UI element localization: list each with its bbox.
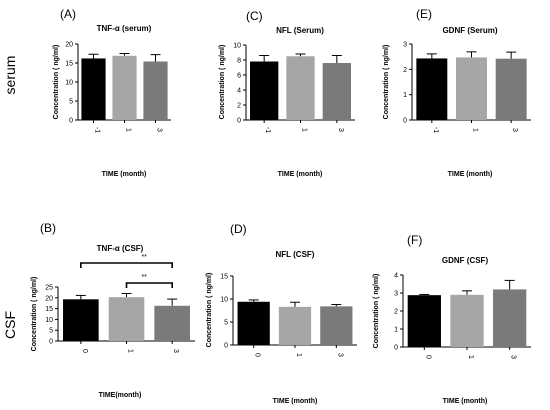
- panel-label-f: (F): [407, 233, 422, 247]
- y-tick-label-f: 1: [394, 327, 398, 334]
- bar-a: [112, 55, 137, 120]
- panel-label-e: (E): [416, 7, 432, 21]
- y-tick-label-f: 4: [394, 273, 398, 280]
- bar-c: [249, 61, 279, 120]
- y-axis-label-c: Concentration ( ng/ml): [219, 45, 226, 120]
- bar-c: [322, 63, 352, 120]
- x-tick-label-b: 0: [81, 349, 88, 353]
- bar-e: [416, 58, 448, 120]
- y-tick-label-a: 20: [65, 42, 73, 49]
- x-axis-label-c: TIME (month): [278, 171, 323, 178]
- bar-b: [154, 305, 190, 341]
- chart-title-c: NFL (Serum): [276, 26, 324, 35]
- y-tick-label-d: 0: [224, 343, 228, 350]
- y-axis-label-a: Concentration ( ng/ml): [53, 45, 60, 120]
- x-tick-label-b: 3: [172, 349, 179, 353]
- y-tick-label-f: 0: [394, 345, 398, 352]
- y-tick-label-d: 5: [224, 320, 228, 327]
- bar-f: [450, 294, 484, 347]
- x-axis-label-d: TIME (month): [273, 398, 318, 405]
- panel-label-d: (D): [230, 222, 247, 236]
- chart-title-d: NFL (CSF): [276, 250, 315, 259]
- x-tick-label-e: 1: [472, 128, 479, 132]
- y-tick-label-d: 10: [220, 297, 228, 304]
- x-tick-label-d: 0: [254, 353, 261, 357]
- panel-label-c: (C): [246, 9, 263, 23]
- x-tick-label-b: 1: [127, 349, 134, 353]
- x-tick-label-f: 0: [424, 355, 431, 359]
- bar-e: [456, 57, 487, 120]
- y-tick-label-b: 20: [45, 295, 53, 302]
- x-tick-label-d: 3: [336, 353, 343, 357]
- y-tick-label-c: 10: [233, 43, 241, 50]
- bar-f: [407, 295, 441, 347]
- x-axis-label-a: TIME (month): [102, 171, 147, 178]
- x-tick-label-a: 1: [125, 128, 132, 132]
- y-axis-label-d: Concentration ( ng/ml): [206, 273, 213, 348]
- y-tick-label-e: 3: [403, 42, 407, 49]
- bar-d: [278, 306, 312, 345]
- bar-b: [108, 297, 145, 341]
- bar-a: [143, 61, 168, 120]
- panel-label-b: (B): [40, 221, 56, 235]
- y-tick-label-b: 5: [49, 328, 53, 335]
- y-tick-label-c: 4: [237, 88, 241, 95]
- x-tick-label-a: 3: [156, 128, 163, 132]
- y-tick-label-c: 2: [237, 103, 241, 110]
- y-tick-label-a: 10: [65, 80, 73, 87]
- x-axis-label-e: TIME (month): [448, 171, 493, 178]
- row-label-csf: CSF: [2, 311, 18, 339]
- chart-title-a: TNF-α (serum): [97, 24, 152, 33]
- y-axis-label-b: Concentration ( ng/ml): [31, 277, 38, 352]
- significance-label-b: **: [141, 254, 147, 261]
- bar-f: [493, 289, 527, 347]
- y-tick-label-a: 0: [69, 118, 73, 125]
- x-tick-label-c: 3: [337, 128, 344, 132]
- y-tick-label-c: 6: [237, 73, 241, 80]
- x-tick-label-a: -1: [94, 127, 101, 133]
- x-tick-label-f: 3: [510, 355, 517, 359]
- bar-b: [63, 299, 99, 341]
- x-axis-label-b: TIME(month): [99, 392, 142, 399]
- significance-bracket-b: [80, 262, 173, 268]
- y-tick-label-a: 5: [69, 99, 73, 106]
- y-tick-label-e: 0: [403, 118, 407, 125]
- y-tick-label-b: 25: [45, 285, 53, 292]
- y-tick-label-d: 15: [220, 274, 228, 281]
- significance-bracket-b: [125, 282, 173, 288]
- chart-title-b: TNF-α (CSF): [97, 244, 144, 253]
- y-tick-label-c: 8: [237, 58, 241, 65]
- y-tick-label-b: 0: [49, 339, 53, 346]
- x-tick-label-e: -1: [432, 127, 439, 133]
- y-tick-label-b: 15: [45, 306, 53, 313]
- y-tick-label-c: 0: [237, 118, 241, 125]
- bar-c: [286, 56, 315, 120]
- panel-label-a: (A): [60, 7, 76, 21]
- bar-d: [237, 301, 270, 345]
- x-tick-label-c: 1: [301, 128, 308, 132]
- y-tick-label-a: 15: [65, 61, 73, 68]
- bar-d: [320, 306, 353, 345]
- significance-label-b: **: [141, 274, 147, 281]
- x-axis-label-f: TIME (month): [443, 398, 488, 405]
- x-tick-label-c: -1: [264, 127, 271, 133]
- chart-title-e: GDNF (Serum): [442, 26, 497, 35]
- y-tick-label-f: 3: [394, 291, 398, 298]
- y-tick-label-b: 10: [45, 317, 53, 324]
- bar-a: [81, 58, 106, 120]
- row-label-serum: serum: [2, 56, 18, 95]
- y-tick-label-f: 2: [394, 309, 398, 316]
- y-axis-label-e: Concentration ( ng/ml): [383, 45, 390, 120]
- bar-e: [495, 58, 527, 120]
- chart-title-f: GDNF (CSF): [442, 256, 489, 265]
- y-tick-label-e: 1: [403, 92, 407, 99]
- y-axis-label-f: Concentration ( ng/ml): [373, 274, 380, 349]
- x-tick-label-f: 1: [467, 355, 474, 359]
- y-tick-label-e: 2: [403, 67, 407, 74]
- x-tick-label-d: 1: [295, 353, 302, 357]
- x-tick-label-e: 3: [511, 128, 518, 132]
